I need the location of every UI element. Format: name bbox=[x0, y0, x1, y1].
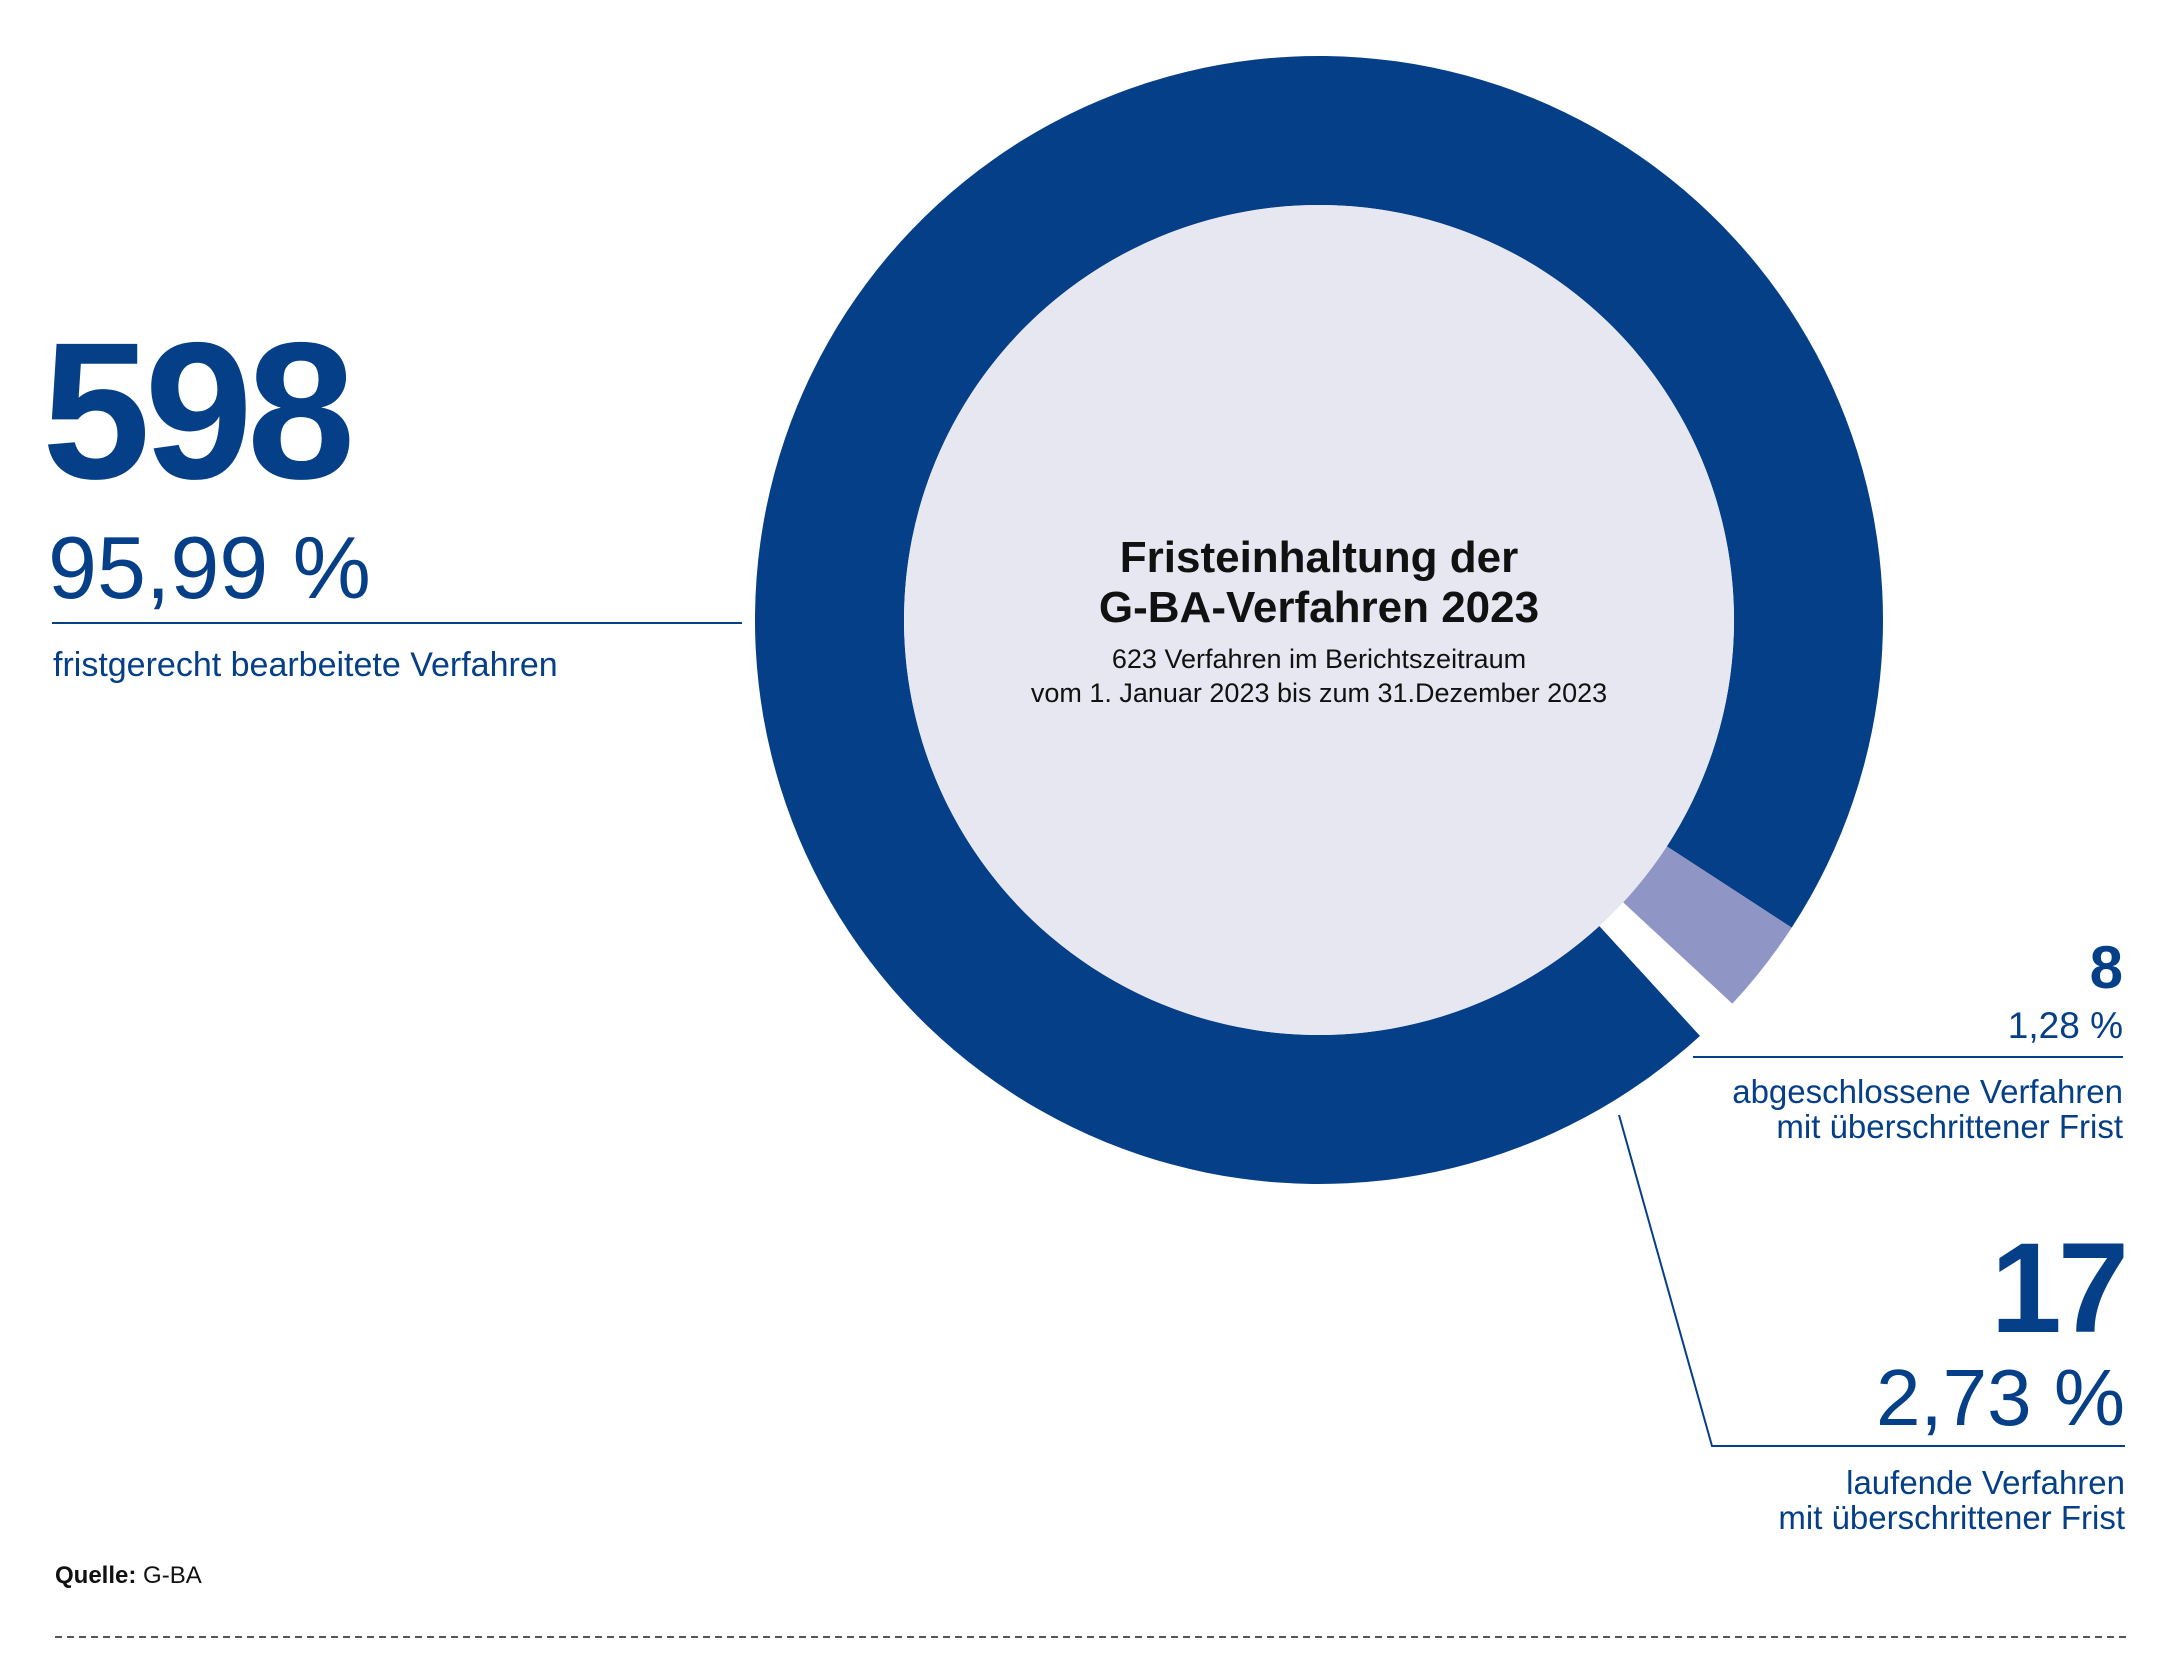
chart-title-line-1: Fristeinhaltung der bbox=[1120, 533, 1518, 582]
chart-title-line-2: G-BA-Verfahren 2023 bbox=[1099, 583, 1539, 632]
running-percent-value: 2,73 % bbox=[1876, 1353, 2125, 1442]
running-leader-line bbox=[1618, 1114, 2125, 1447]
main-percent-value: 95,99 % bbox=[48, 518, 371, 617]
running-count-value: 17 bbox=[1991, 1217, 2125, 1360]
main-count-value: 598 bbox=[42, 302, 350, 520]
chart-subtitle-line-1: 623 Verfahren im Berichtszeitraum bbox=[1112, 644, 1526, 674]
donut-ring bbox=[755, 55, 1884, 1184]
closed-caption-line-1: abgeschlossene Verfahren bbox=[1732, 1073, 2123, 1110]
closed-percent-value: 1,28 % bbox=[2008, 1005, 2123, 1046]
closed-caption-line-2: mit überschrittener Frist bbox=[1776, 1108, 2123, 1145]
closed-count-value: 8 bbox=[2090, 934, 2123, 1001]
running-caption-line-2: mit überschrittener Frist bbox=[1778, 1499, 2125, 1536]
source-label: Quelle: bbox=[55, 1562, 136, 1589]
donut-inner-disc bbox=[904, 205, 1734, 1035]
source-note: Quelle: G-BA bbox=[55, 1562, 202, 1589]
main-caption: fristgerecht bearbeitete Verfahren bbox=[53, 646, 558, 684]
source-value: G-BA bbox=[143, 1562, 202, 1589]
chart-subtitle-line-2: vom 1. Januar 2023 bis zum 31.Dezember 2… bbox=[1031, 678, 1607, 708]
running-caption-line-1: laufende Verfahren bbox=[1846, 1464, 2125, 1501]
donut-segment-laufend bbox=[1623, 846, 1792, 1004]
donut-segment-abgeschlossen bbox=[1599, 902, 1733, 1036]
